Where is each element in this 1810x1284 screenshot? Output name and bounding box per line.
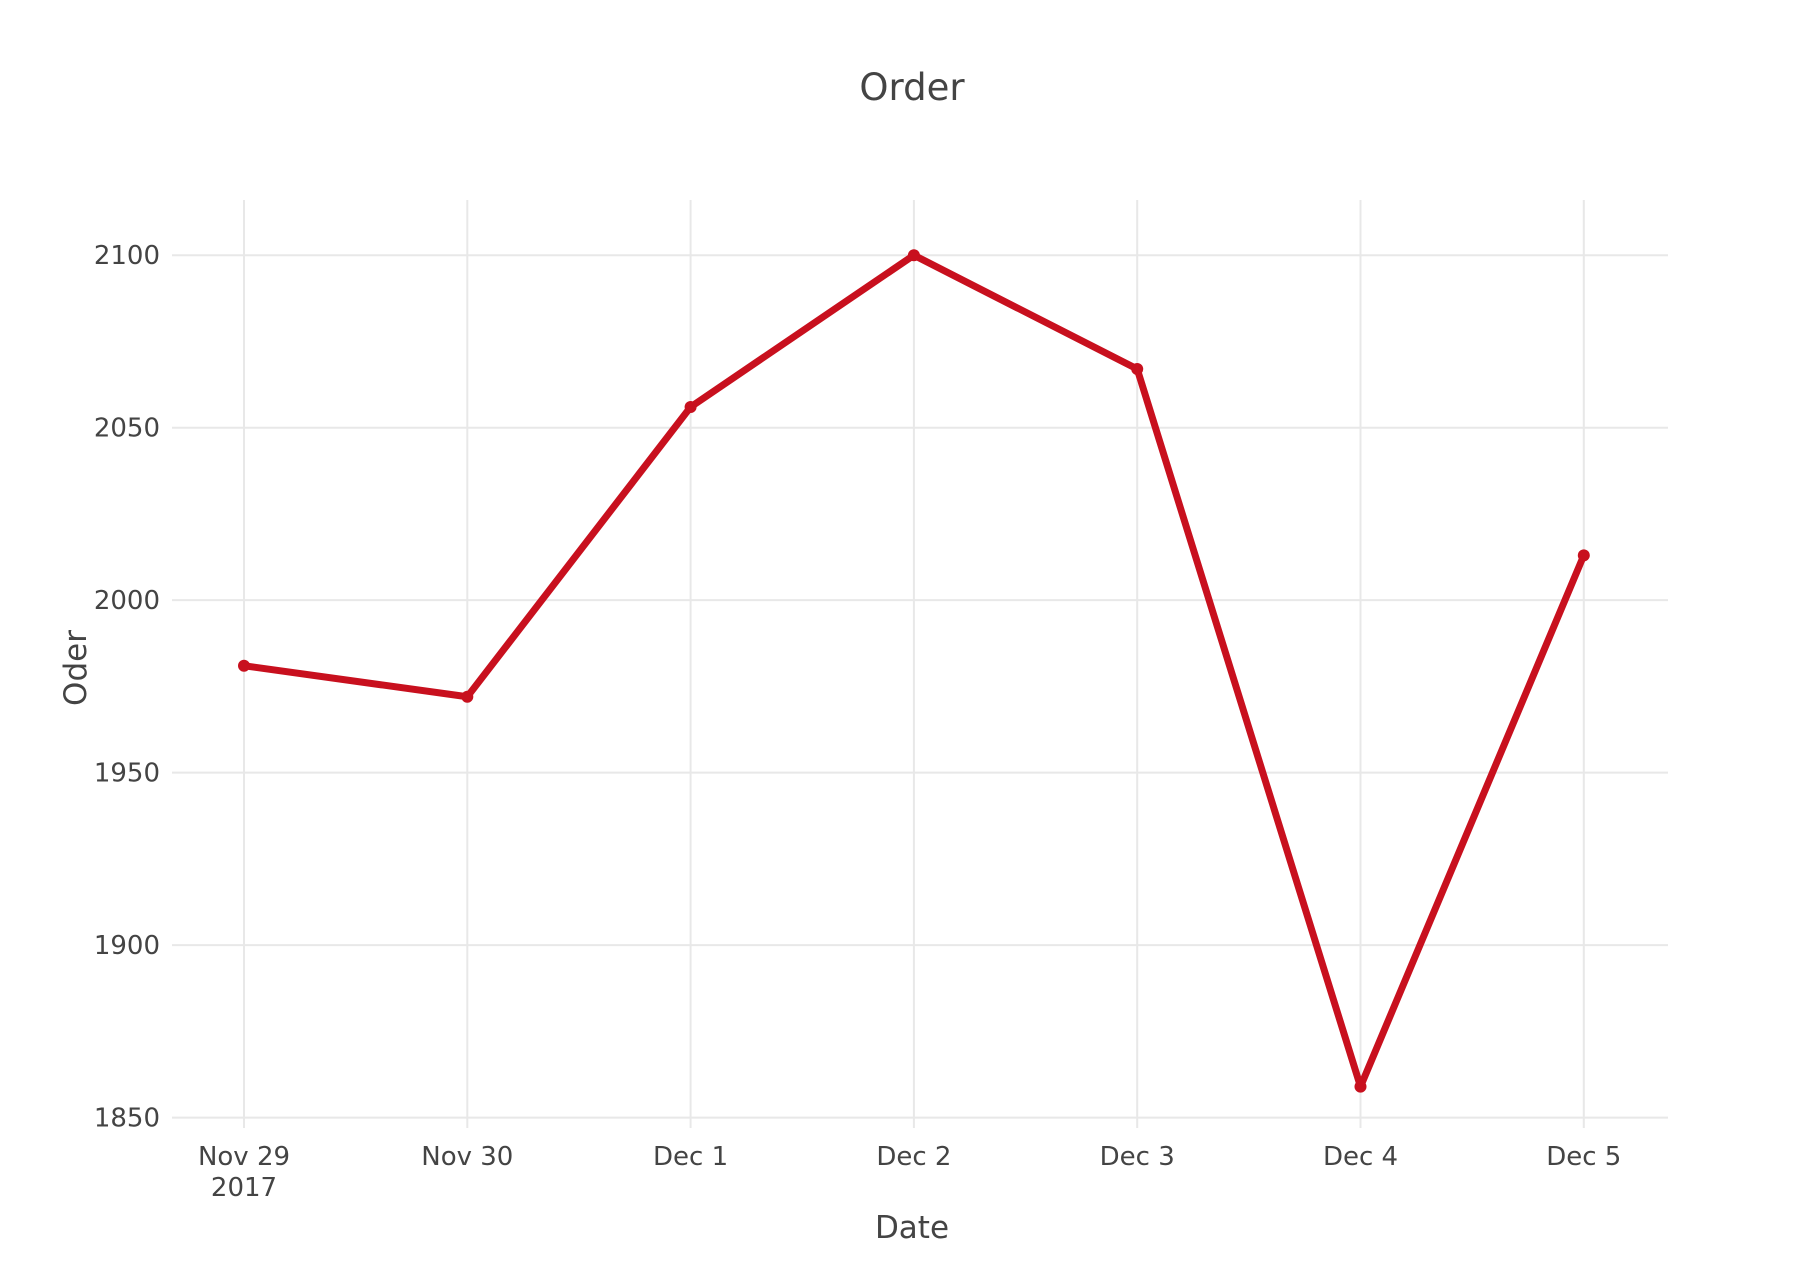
x-tick-label: Dec 3 [1100, 1142, 1175, 1172]
y-tick-label: 2050 [94, 414, 160, 444]
data-point [907, 249, 920, 262]
y-axis-title: Oder [58, 630, 94, 706]
x-tick-label: Nov 30 [421, 1142, 513, 1172]
x-axis-title: Date [875, 1210, 949, 1246]
x-tick-year-label: 2017 [211, 1173, 277, 1203]
y-tick-label: 1900 [94, 931, 160, 961]
y-tick-label: 2100 [94, 241, 160, 271]
data-point [1577, 549, 1590, 562]
chart-title: Order [859, 66, 965, 109]
x-tick-label: Dec 4 [1323, 1142, 1398, 1172]
grid-lines [172, 200, 1668, 1128]
data-point [1131, 363, 1144, 376]
data-point [1354, 1080, 1367, 1093]
y-tick-label: 1850 [94, 1104, 160, 1134]
data-point [461, 690, 474, 703]
x-tick-label: Nov 29 [198, 1142, 290, 1172]
y-tick-label: 2000 [94, 586, 160, 616]
data-point [238, 659, 250, 672]
x-tick-label: Dec 1 [653, 1142, 728, 1172]
y-axis-ticks: 1850 1900 1950 2000 2050 2100 [94, 241, 160, 1133]
series-line-group [238, 249, 1590, 1093]
y-tick-label: 1950 [94, 759, 160, 789]
x-tick-label: Dec 5 [1546, 1142, 1621, 1172]
x-tick-label: Dec 2 [876, 1142, 951, 1172]
data-point [684, 400, 697, 413]
